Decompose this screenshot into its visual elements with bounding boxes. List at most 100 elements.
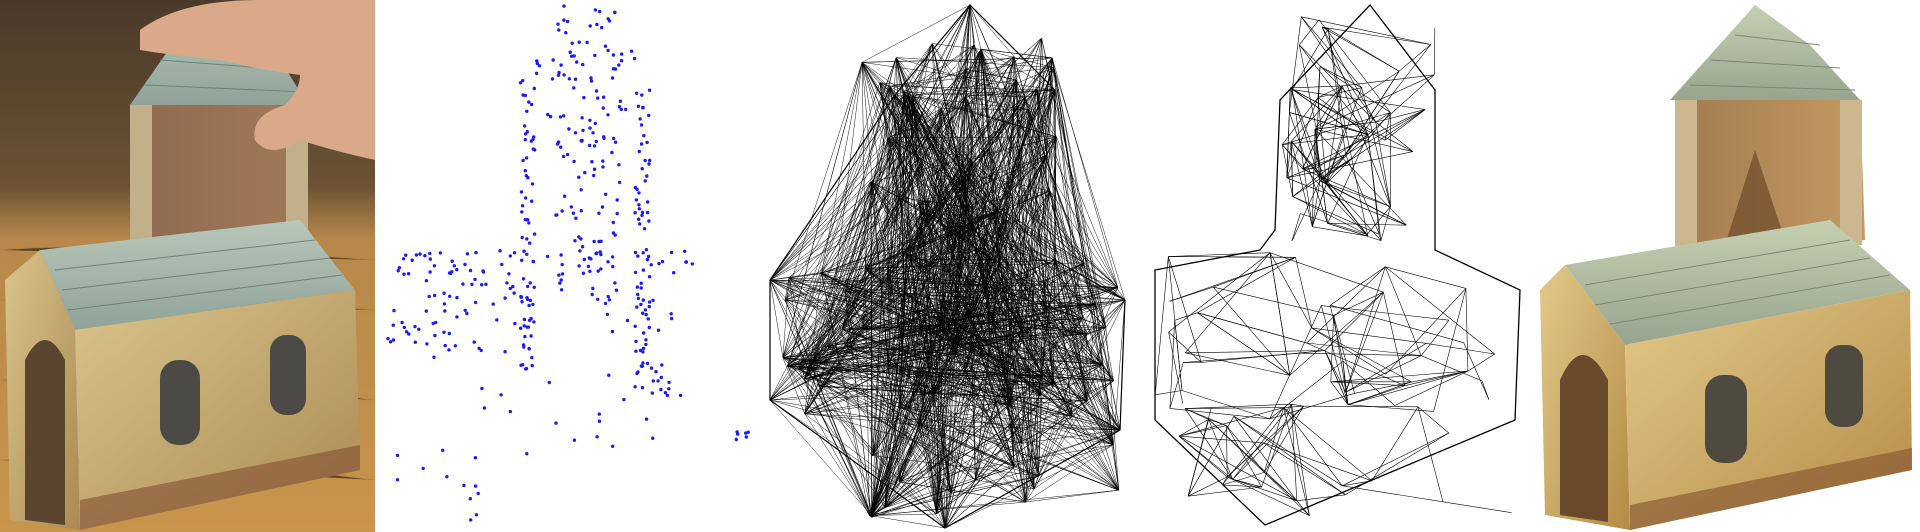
edge	[1038, 287, 1119, 477]
edge	[1326, 87, 1362, 184]
point	[638, 222, 642, 226]
edge	[899, 481, 1026, 503]
point	[511, 284, 515, 289]
edge	[903, 92, 911, 260]
edge	[769, 197, 900, 281]
edge	[884, 155, 1048, 508]
point	[402, 325, 406, 330]
point	[656, 328, 661, 332]
edge	[1319, 180, 1407, 226]
edge	[989, 340, 1022, 444]
edge	[1013, 56, 1054, 385]
render-main-roof-shingles	[1584, 239, 1891, 326]
edge	[870, 56, 1015, 183]
edge	[1291, 85, 1343, 142]
edge	[923, 212, 1041, 396]
edge	[769, 279, 914, 312]
edge	[1010, 136, 1057, 406]
edge	[1039, 304, 1096, 396]
edge	[865, 210, 999, 269]
point	[562, 73, 566, 77]
edge	[1283, 405, 1304, 408]
point	[441, 448, 445, 452]
edge	[1375, 112, 1391, 123]
edge	[769, 181, 872, 281]
point	[599, 267, 603, 271]
edge	[1168, 331, 1183, 404]
edge	[1291, 141, 1293, 197]
point	[570, 41, 574, 45]
edge	[942, 350, 1022, 444]
point	[526, 176, 530, 180]
edge	[865, 268, 1011, 406]
edge	[1105, 299, 1126, 328]
edge	[1269, 252, 1291, 376]
edge	[812, 57, 897, 362]
edge	[907, 253, 994, 319]
edge	[1314, 128, 1407, 226]
point	[642, 331, 646, 335]
point	[479, 348, 483, 353]
edge	[1281, 144, 1303, 169]
point	[605, 312, 610, 317]
edge	[903, 92, 1035, 490]
edge	[971, 226, 1026, 503]
arched-door	[25, 340, 65, 525]
edge	[913, 210, 999, 312]
point	[647, 219, 651, 223]
edge	[1013, 56, 1026, 98]
edge	[1311, 327, 1386, 375]
point	[414, 253, 419, 257]
point	[684, 260, 689, 264]
point	[523, 196, 528, 200]
edge	[903, 44, 974, 93]
point	[646, 200, 650, 204]
point	[427, 294, 431, 299]
edge	[804, 413, 937, 515]
point	[522, 124, 527, 128]
edge	[1022, 331, 1035, 490]
point	[637, 217, 641, 221]
edge	[980, 49, 985, 248]
edge	[1324, 291, 1384, 351]
point	[683, 249, 687, 253]
edge	[1226, 405, 1304, 478]
point	[507, 272, 511, 276]
point	[587, 143, 592, 148]
edge	[989, 299, 1126, 341]
edge	[1463, 342, 1490, 400]
edge	[887, 364, 920, 426]
point	[594, 139, 598, 144]
point	[519, 294, 523, 299]
edge	[804, 44, 975, 380]
point	[602, 135, 606, 139]
point	[571, 211, 576, 215]
edge	[871, 262, 1085, 518]
point	[610, 150, 614, 155]
point	[407, 332, 411, 336]
edge	[1385, 266, 1495, 355]
edge	[912, 311, 946, 529]
edge	[1174, 320, 1183, 391]
edge	[1371, 406, 1419, 481]
edge	[887, 277, 1126, 301]
edge	[910, 259, 952, 494]
edge	[886, 137, 889, 278]
point	[463, 262, 467, 267]
edge	[980, 49, 999, 211]
point	[525, 296, 529, 300]
point	[622, 397, 626, 402]
point	[641, 350, 645, 354]
point	[577, 235, 581, 239]
edge	[782, 357, 813, 363]
edge	[1005, 219, 1120, 491]
edge	[907, 94, 1043, 377]
edge	[992, 262, 1085, 319]
edge	[1327, 28, 1346, 127]
point	[611, 231, 616, 235]
point	[599, 252, 603, 257]
point	[577, 175, 581, 179]
textured-render	[1540, 5, 1912, 530]
edge	[870, 181, 1015, 468]
edge	[1327, 28, 1346, 155]
